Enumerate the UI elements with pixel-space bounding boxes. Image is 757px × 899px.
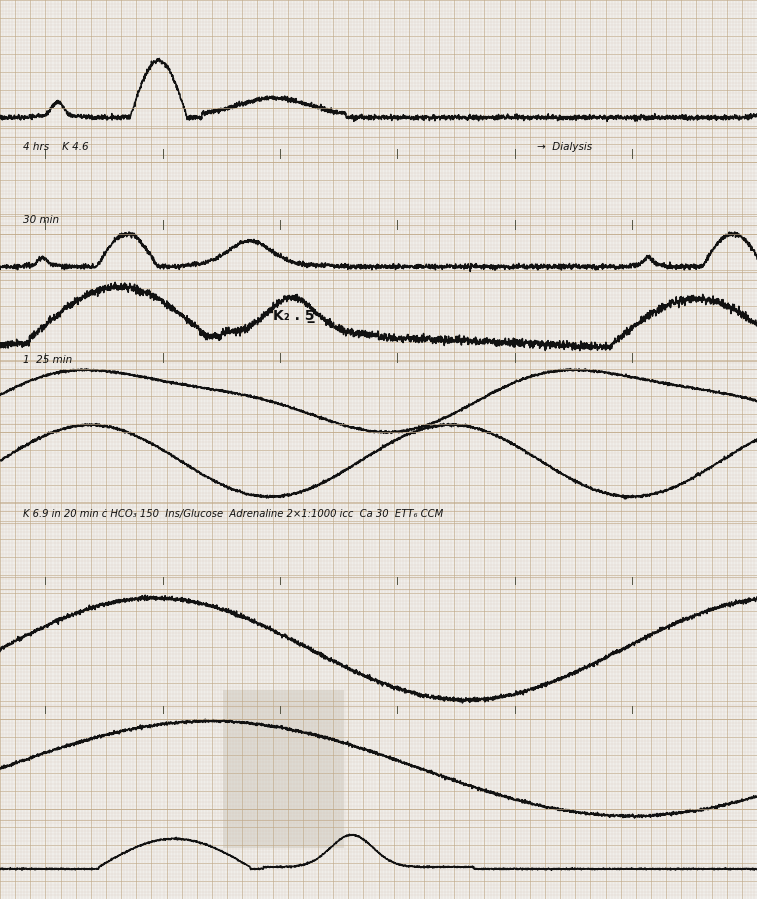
Bar	[223, 690, 344, 848]
Text: 30 min: 30 min	[23, 215, 59, 226]
Text: K₂ . 5̲: K₂ . 5̲	[273, 309, 314, 324]
Text: 1  25 min: 1 25 min	[23, 354, 72, 365]
Text: →  Dialysis: → Dialysis	[537, 142, 593, 153]
Text: 4 hrs    K 4.6: 4 hrs K 4.6	[23, 142, 89, 153]
Text: K 6.9 in 20 min ċ HCO₃ 150  Ins/Glucose  Adrenaline 2×1:1000 icc  Ca 30  ETT₆ CC: K 6.9 in 20 min ċ HCO₃ 150 Ins/Glucose A…	[23, 509, 443, 520]
